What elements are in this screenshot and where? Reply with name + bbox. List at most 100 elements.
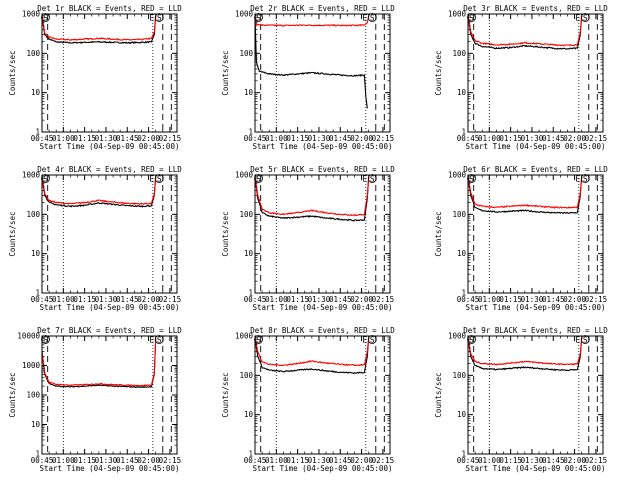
series-line-red (41, 176, 157, 206)
plot-frame (467, 13, 604, 133)
x-tick-label: 01:30 (95, 456, 118, 465)
x-tick-label: 02:00 (137, 134, 160, 143)
end-marker-label: E (575, 335, 580, 344)
saa-marker-circle (367, 174, 377, 183)
start-marker-circle (467, 13, 476, 22)
y-tick-label: 100 (239, 49, 253, 58)
x-tick-label: 01:15 (286, 456, 309, 465)
x-tick-label: 00:45 (457, 134, 480, 143)
panel-det-8: Det 8r BLACK = Events, RED = LLD 1 10 100 10… (221, 326, 395, 473)
x-tick-label: 02:00 (350, 295, 373, 304)
panel-title: Det 4r BLACK = Events, RED = LLD (37, 165, 182, 174)
saa-marker-circle (154, 13, 164, 22)
end-marker-label: E (575, 13, 580, 22)
x-tick-label: 01:00 (478, 134, 501, 143)
x-tick-label: 01:45 (542, 456, 565, 465)
x-tick-label: 01:15 (73, 456, 96, 465)
x-axis-label: Start Time (04-Sep-09 00:45:00) (466, 464, 606, 473)
panel-title: Det 1r BLACK = Events, RED = LLD (37, 4, 182, 13)
x-tick-label: 01:45 (329, 134, 352, 143)
start-marker-circle (41, 335, 50, 344)
series-line-red (254, 176, 370, 217)
y-tick-label: 10 (31, 420, 41, 429)
y-tick-label: 100 (26, 391, 40, 400)
y-tick-label: 1 (461, 128, 466, 137)
start-marker-label: S (256, 174, 261, 183)
end-marker-label: E (362, 174, 367, 183)
x-tick-label: 01:45 (116, 295, 139, 304)
saa-marker-label: S (157, 13, 162, 22)
saa-marker-label: S (370, 13, 375, 22)
y-tick-label: 10 (457, 410, 467, 419)
x-tick-label: 00:45 (31, 134, 54, 143)
panel-title: Det 8r BLACK = Events, RED = LLD (250, 326, 395, 335)
x-tick-label: 01:45 (542, 295, 565, 304)
x-axis-label: Start Time (04-Sep-09 00:45:00) (253, 464, 393, 473)
plot-frame (254, 335, 391, 455)
x-tick-label: 01:45 (329, 456, 352, 465)
y-tick-label: 100 (26, 49, 40, 58)
series-line-black (467, 15, 583, 50)
series-line-black (41, 176, 157, 208)
x-axis-label: Start Time (04-Sep-09 00:45:00) (253, 303, 393, 312)
series-line-red (254, 337, 370, 367)
x-tick-label: 01:00 (478, 295, 501, 304)
end-marker-label: E (575, 174, 580, 183)
x-tick-label: 02:15 (372, 456, 395, 465)
y-axis-label: Counts/sec (221, 372, 230, 417)
x-tick-label: 01:00 (52, 134, 75, 143)
x-tick-label: 00:45 (31, 295, 54, 304)
y-tick-label: 1 (461, 450, 466, 459)
y-tick-label: 1 (248, 289, 253, 298)
x-tick-label: 01:30 (95, 134, 118, 143)
end-marker-label: E (362, 335, 367, 344)
series-line-black (254, 337, 370, 375)
end-marker-label: E (149, 174, 154, 183)
start-marker-label: S (256, 13, 261, 22)
x-axis-label: Start Time (04-Sep-09 00:45:00) (40, 464, 180, 473)
x-tick-label: 02:15 (372, 134, 395, 143)
x-tick-label: 00:45 (457, 295, 480, 304)
x-tick-label: 01:15 (286, 295, 309, 304)
x-tick-label: 02:00 (563, 456, 586, 465)
panel-title: Det 5r BLACK = Events, RED = LLD (250, 165, 395, 174)
y-tick-label: 1000 (448, 10, 467, 19)
y-tick-label: 100 (239, 210, 253, 219)
y-axis-label: Counts/sec (221, 50, 230, 95)
y-axis-label: Counts/sec (434, 211, 443, 256)
x-axis-label: Start Time (04-Sep-09 00:45:00) (253, 142, 393, 151)
end-marker-label: E (362, 13, 367, 22)
x-tick-label: 01:00 (265, 456, 288, 465)
saa-marker-circle (580, 174, 590, 183)
x-tick-label: 01:00 (52, 456, 75, 465)
x-tick-label: 02:00 (350, 134, 373, 143)
x-tick-label: 01:00 (265, 134, 288, 143)
series-line-red (41, 338, 157, 387)
y-axis-label: Counts/sec (221, 211, 230, 256)
x-tick-label: 01:45 (116, 134, 139, 143)
x-axis-label: Start Time (04-Sep-09 00:45:00) (40, 142, 180, 151)
y-tick-label: 10 (244, 88, 254, 97)
saa-marker-label: S (370, 335, 375, 344)
start-marker-label: S (43, 174, 48, 183)
series-line-red (467, 15, 583, 47)
panel-det-7: Det 7r BLACK = Events, RED = LLD 1 10 100 10… (8, 326, 182, 473)
y-tick-label: 1000 (22, 171, 41, 180)
x-tick-label: 02:00 (350, 456, 373, 465)
x-tick-label: 02:15 (585, 134, 608, 143)
x-tick-label: 01:45 (542, 134, 565, 143)
x-tick-label: 00:45 (244, 456, 267, 465)
x-tick-label: 00:45 (244, 295, 267, 304)
x-axis-label: Start Time (04-Sep-09 00:45:00) (466, 142, 606, 151)
x-tick-label: 01:15 (499, 295, 522, 304)
y-tick-label: 1000 (22, 10, 41, 19)
x-tick-label: 01:15 (73, 295, 96, 304)
saa-marker-circle (154, 174, 164, 183)
x-tick-label: 01:15 (499, 134, 522, 143)
saa-marker-circle (580, 13, 590, 22)
start-marker-circle (467, 174, 476, 183)
saa-marker-label: S (157, 335, 162, 344)
end-marker-label: E (149, 13, 154, 22)
